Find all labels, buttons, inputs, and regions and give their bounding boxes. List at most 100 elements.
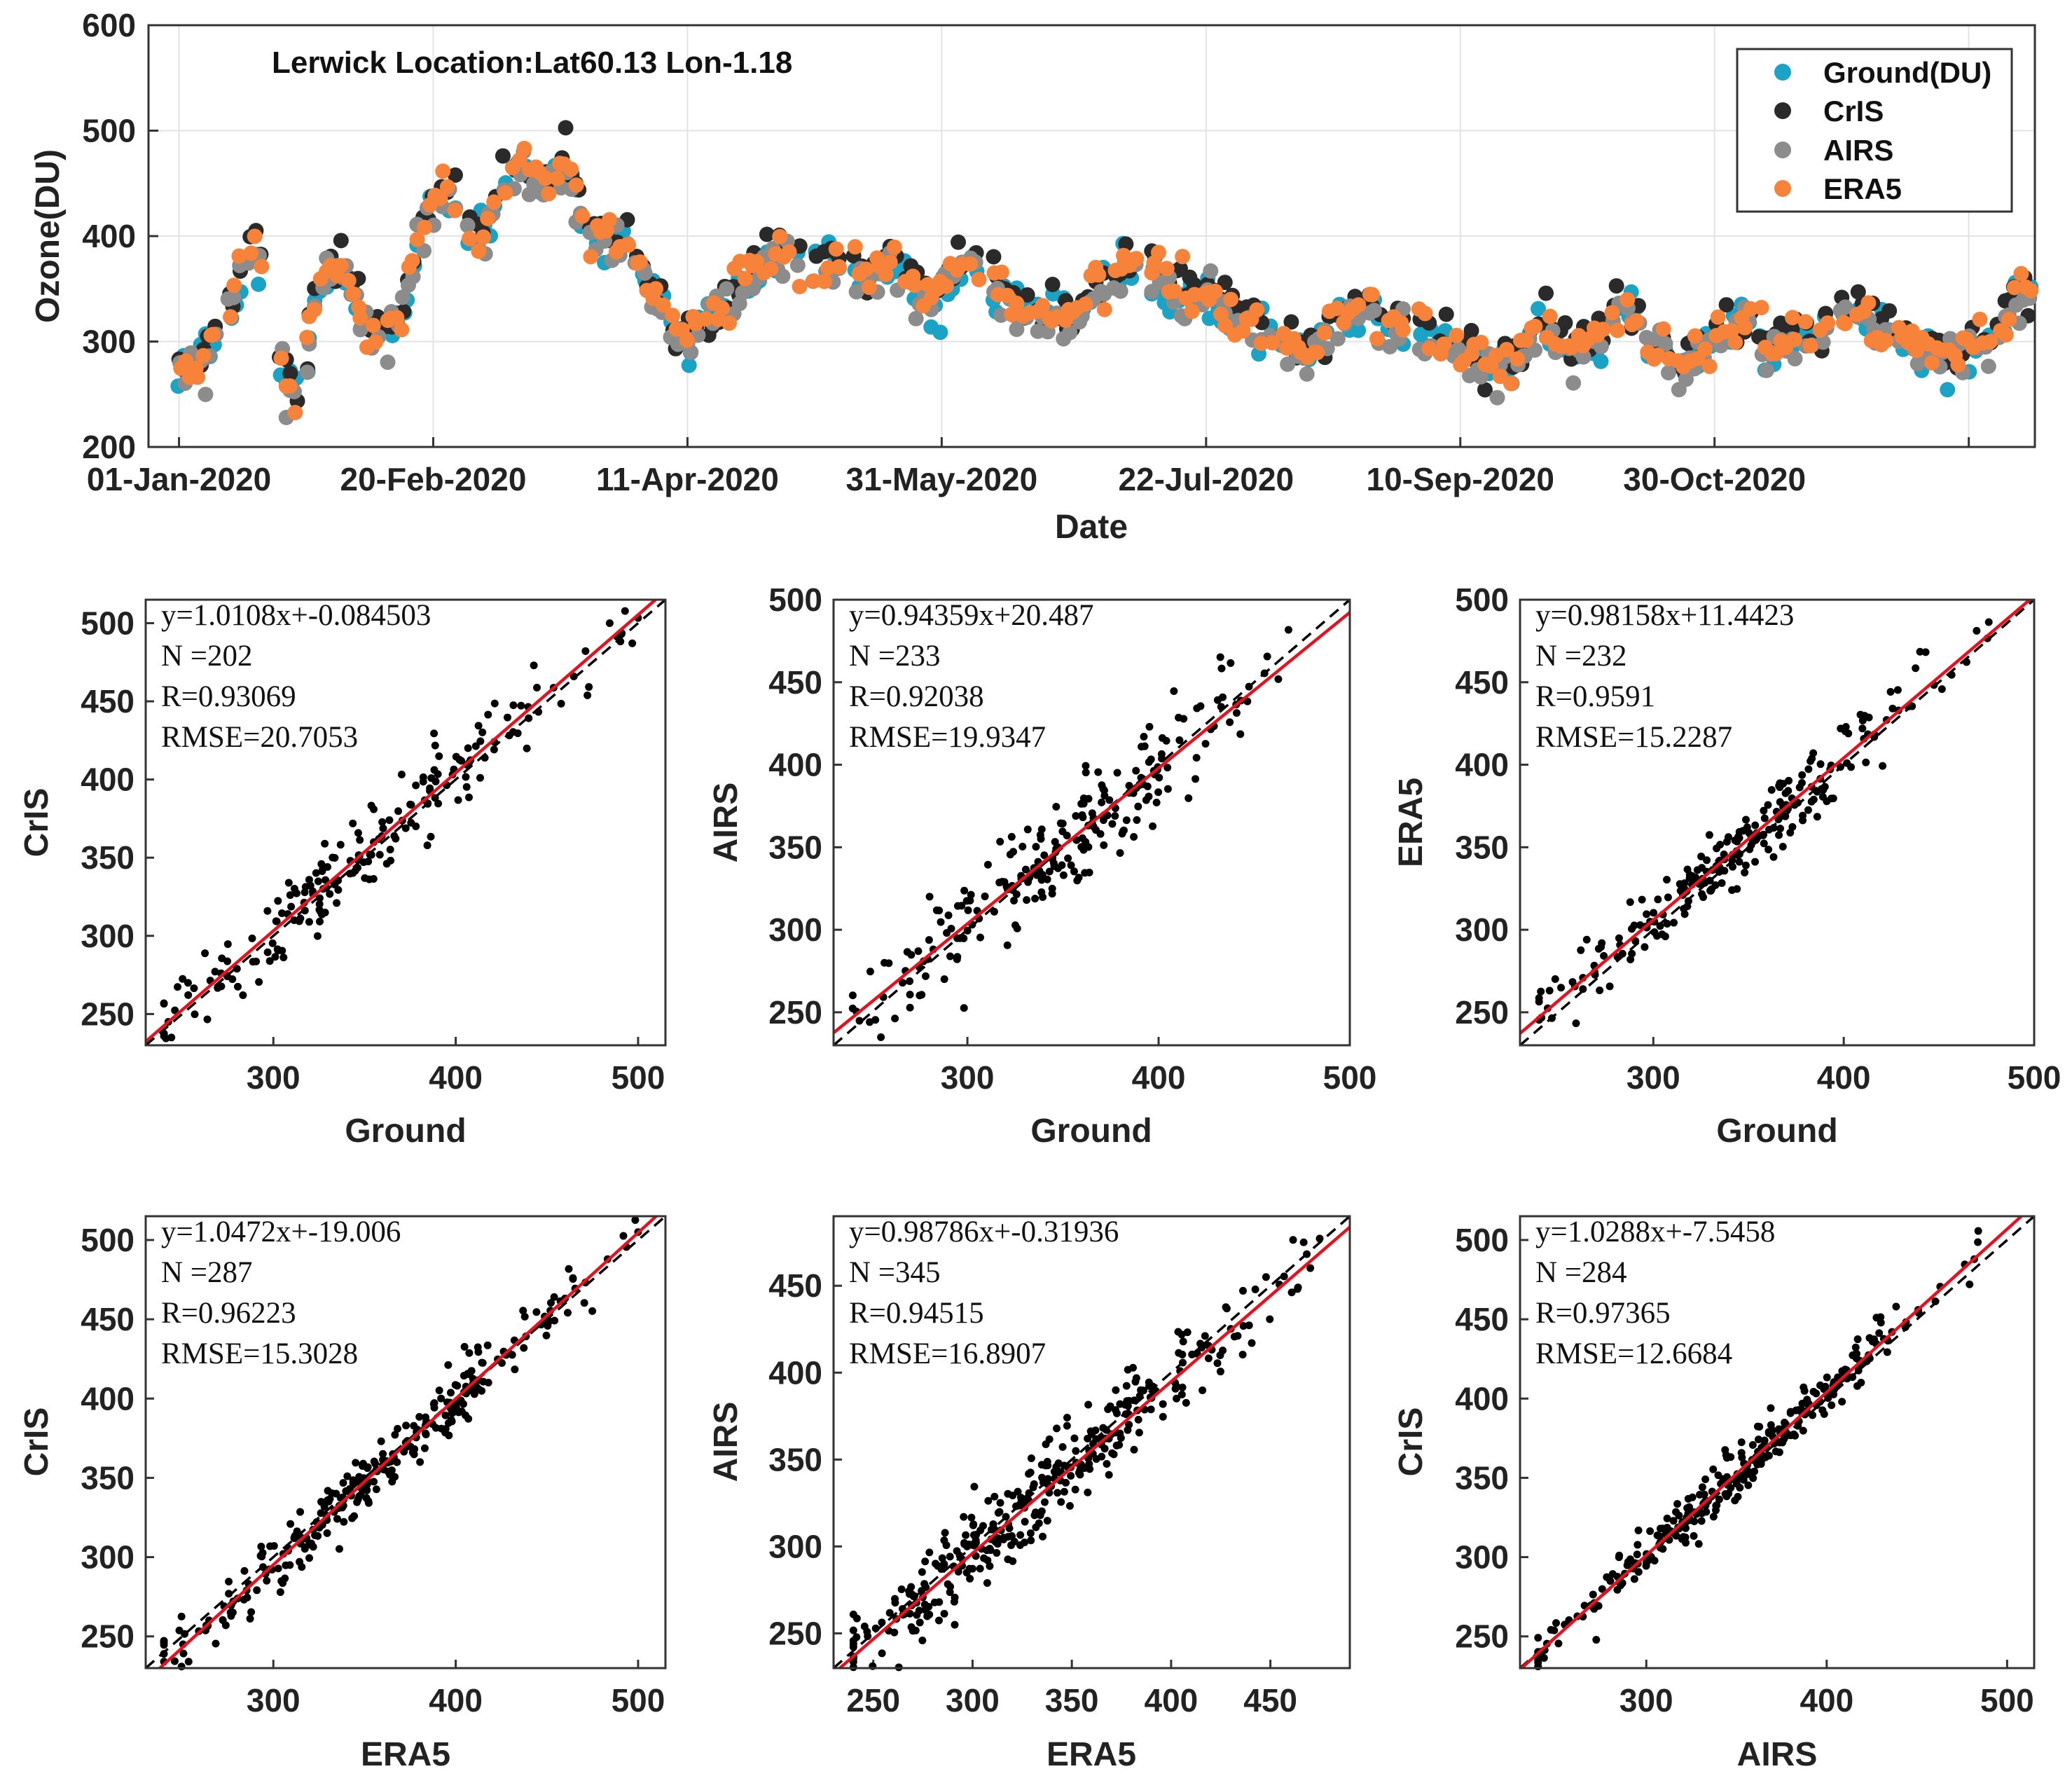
scatter-point (1696, 1490, 1704, 1499)
scatter-point (1650, 1557, 1659, 1565)
scatter-point (866, 1018, 874, 1026)
scatter-point (1760, 806, 1768, 815)
timeseries-point (404, 253, 420, 269)
scatter-point (1030, 1511, 1039, 1520)
scatter-point (375, 851, 384, 859)
timeseries-point (737, 270, 753, 287)
timeseries-point (1417, 305, 1433, 322)
scatter-point (1088, 809, 1096, 818)
timeseries-point (352, 310, 368, 326)
timeseries-point (781, 244, 797, 260)
scatter-point (1781, 1418, 1789, 1426)
scatter-point (923, 1612, 932, 1620)
timeseries-point (1787, 351, 1803, 367)
scatter-point (1807, 757, 1815, 765)
scatter-point (932, 1560, 940, 1568)
scatter-point (1791, 1431, 1800, 1440)
timeseries-point (1351, 297, 1367, 313)
x-tick-label: 300 (247, 1682, 301, 1719)
identity-line (832, 598, 1351, 1047)
scatter-point (619, 1232, 628, 1240)
timeseries-point (1972, 311, 1988, 327)
scatter-point (318, 867, 326, 875)
scatter-point (1027, 1536, 1035, 1545)
timeseries-point (908, 310, 924, 326)
scatter-point (925, 936, 933, 944)
timeseries-point (1421, 340, 1437, 357)
scatter-point (1828, 1401, 1836, 1410)
timeseries-point (333, 233, 349, 249)
timeseries-point (480, 210, 496, 226)
scatter-point (1222, 1303, 1230, 1312)
scatter-point (1213, 696, 1222, 704)
timeseries-point (1629, 313, 1645, 329)
x-tick-label: 500 (1323, 1059, 1377, 1096)
scatter-point (1163, 764, 1172, 772)
timeseries-point (1687, 328, 1703, 344)
scatter-point (1175, 736, 1184, 745)
scatter-point (1147, 1405, 1155, 1414)
scatter-point (1659, 1545, 1667, 1553)
scatter-point (483, 1341, 492, 1349)
scatter-point (1877, 1313, 1885, 1321)
scatter-point (1236, 730, 1245, 738)
stat-text: R=0.96223 (161, 1297, 296, 1330)
timeseries-point (721, 315, 738, 331)
scatter-point (1757, 1460, 1765, 1468)
scatter-point (1754, 1436, 1762, 1444)
stat-text: N =233 (849, 640, 941, 673)
scatter-point (546, 1299, 555, 1307)
scatter-point (352, 1459, 360, 1467)
scatter-point (1729, 862, 1737, 871)
timeseries-point (1758, 362, 1774, 378)
scatter-point (1294, 1283, 1302, 1292)
scatter-point (1741, 861, 1750, 869)
timeseries-point (831, 259, 847, 275)
scatter-point (1152, 799, 1161, 807)
timeseries-point (1982, 333, 1998, 350)
timeseries-point (1062, 324, 1078, 340)
scatter-point (1776, 783, 1784, 792)
scatter-point (444, 1361, 453, 1369)
scatter-point (1243, 697, 1252, 705)
scatter-point (993, 1549, 1001, 1557)
scatter-point (1045, 1435, 1054, 1443)
scatter-point (569, 672, 578, 680)
x-tick-label: 300 (941, 1059, 995, 1096)
scatter-point (421, 1429, 429, 1438)
scatter-point (551, 1316, 559, 1325)
timeseries-point (1737, 319, 1753, 336)
scatter-point (1084, 1400, 1093, 1409)
stat-text: N =287 (161, 1256, 253, 1289)
scatter-point (305, 918, 313, 926)
scatter-point (203, 1015, 212, 1024)
timeseries-point (1096, 301, 1112, 317)
scatter-point (423, 841, 431, 850)
timeseries-point (1253, 335, 1269, 351)
scatter-point (941, 1529, 949, 1537)
scatter-point (1663, 920, 1671, 928)
timeseries-point (1701, 358, 1718, 374)
scatter-point (916, 991, 924, 1000)
scatter-point (1052, 803, 1061, 811)
timeseries-point (394, 322, 410, 338)
scatter-point (1073, 876, 1082, 885)
timeseries-point (439, 179, 455, 195)
timeseries-point (299, 329, 315, 345)
timeseries-point (1264, 335, 1280, 351)
scatter-point (972, 1530, 981, 1538)
scatter-point (1709, 1513, 1718, 1521)
scatter-point (370, 805, 378, 813)
scatter-point (1747, 841, 1755, 849)
y-tick-label: 350 (81, 1459, 134, 1496)
scatter-point (1315, 1234, 1324, 1243)
scatter-point (177, 1612, 186, 1620)
scatter-point (918, 1637, 927, 1645)
scatter-point (240, 1567, 249, 1575)
scatter-point (925, 1548, 934, 1557)
scatter-point (1006, 851, 1014, 859)
scatter-point (382, 860, 391, 868)
scatter-point (1072, 812, 1080, 820)
scatter-point (1537, 987, 1545, 996)
